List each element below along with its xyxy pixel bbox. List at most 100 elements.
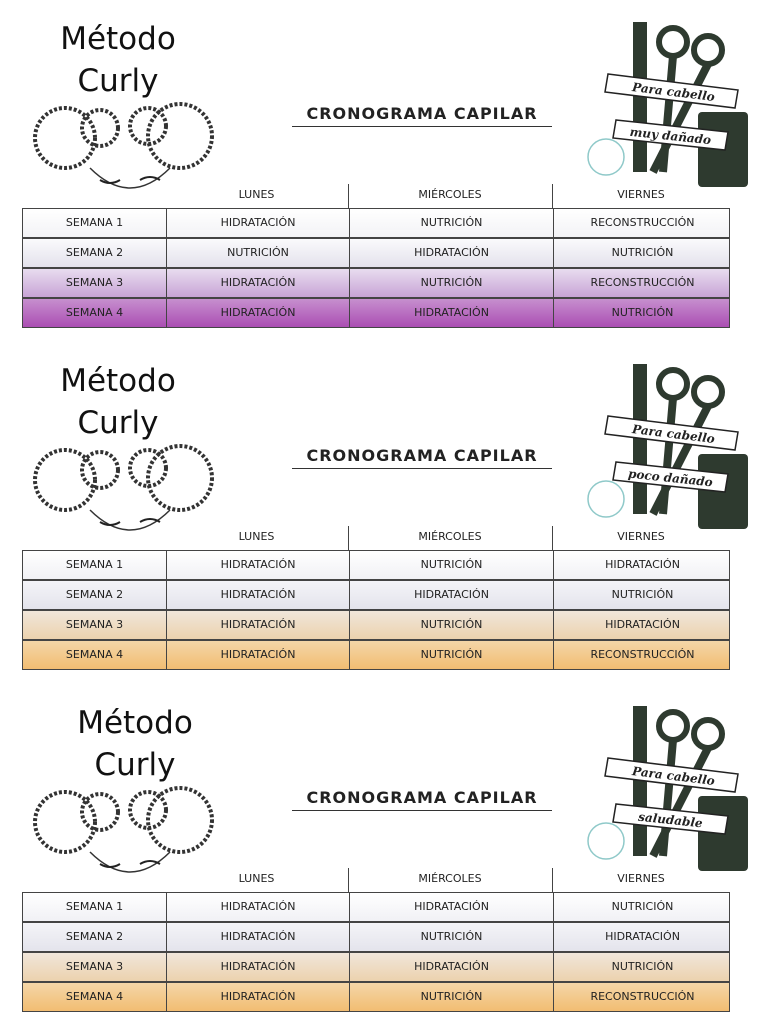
column-header: LUNES xyxy=(238,188,275,201)
table-row: SEMANA 4 HIDRATACIÓN HIDRATACIÓN NUTRICIÓN xyxy=(22,298,730,328)
table-row: SEMANA 3 HIDRATACIÓN NUTRICIÓN RECONSTRUCCI… xyxy=(22,268,730,298)
ribbon xyxy=(612,119,729,151)
table-cell: NUTRICIÓN xyxy=(349,611,553,639)
separator xyxy=(552,868,553,892)
table-cell: HIDRATACIÓN xyxy=(166,269,349,297)
separator xyxy=(348,868,349,892)
column-header: MIÉRCOLES xyxy=(418,188,482,201)
spray xyxy=(587,138,625,176)
heading: CRONOGRAMA CAPILAR xyxy=(292,788,552,811)
table-cell: HIDRATACIÓN xyxy=(166,953,349,981)
table-row: SEMANA 2 HIDRATACIÓN NUTRICIÓN HIDRATACIÓN xyxy=(22,922,730,952)
title: Método xyxy=(60,363,176,399)
heading: CRONOGRAMA CAPILAR xyxy=(292,446,552,469)
curl xyxy=(128,790,168,830)
table-cell: RECONSTRUCCIÓN xyxy=(553,641,731,669)
hair-illustration xyxy=(33,102,214,189)
table-cell: NUTRICIÓN xyxy=(349,641,553,669)
title: Método xyxy=(60,21,176,57)
scissor-ring xyxy=(656,709,690,743)
scissor-ring xyxy=(691,375,725,409)
curl xyxy=(146,444,214,512)
spray xyxy=(587,822,625,860)
table-cell: HIDRATACIÓN xyxy=(166,641,349,669)
row-label: SEMANA 3 xyxy=(65,276,124,289)
row-label: SEMANA 1 xyxy=(65,216,124,229)
table-cell: RECONSTRUCCIÓN xyxy=(553,269,731,297)
table-cell: NUTRICIÓN xyxy=(349,983,553,1011)
separator xyxy=(552,184,553,208)
eye xyxy=(99,860,161,868)
table-cell: HIDRATACIÓN xyxy=(166,299,349,327)
table-row: SEMANA 1 HIDRATACIÓN NUTRICIÓN HIDRATACIÓN xyxy=(22,550,730,580)
column-header: VIERNES xyxy=(617,188,665,201)
curl xyxy=(146,102,214,170)
table-row: SEMANA 4 HIDRATACIÓN NUTRICIÓN RECONSTRUCCI… xyxy=(22,640,730,670)
table-row: SEMANA 1 HIDRATACIÓN NUTRICIÓN RECONSTRUCCI… xyxy=(22,208,730,238)
curl xyxy=(146,786,214,854)
curl xyxy=(80,450,120,490)
column-header: MIÉRCOLES xyxy=(418,872,482,885)
row-label: SEMANA 3 xyxy=(65,960,124,973)
table-cell: HIDRATACIÓN xyxy=(553,551,731,579)
curl xyxy=(33,448,97,512)
separator xyxy=(348,184,349,208)
ribbon xyxy=(612,803,729,835)
row-label: SEMANA 1 xyxy=(65,900,124,913)
ribbon xyxy=(604,757,739,793)
face xyxy=(89,851,171,873)
title: Curly xyxy=(77,63,159,99)
table-cell: HIDRATACIÓN xyxy=(349,239,553,267)
table-cell: RECONSTRUCCIÓN xyxy=(553,983,731,1011)
table-cell: HIDRATACIÓN xyxy=(553,611,731,639)
heading: CRONOGRAMA CAPILAR xyxy=(292,104,552,127)
scissor-blades xyxy=(649,739,712,858)
title: Curly xyxy=(77,405,159,441)
scissor-ring xyxy=(691,33,725,67)
table-cell: NUTRICIÓN xyxy=(553,893,731,921)
table-cell: HIDRATACIÓN xyxy=(166,983,349,1011)
scissor-ring xyxy=(656,25,690,59)
table-cell: NUTRICIÓN xyxy=(349,923,553,951)
row-label: SEMANA 1 xyxy=(65,558,124,571)
table-cell: HIDRATACIÓN xyxy=(166,611,349,639)
table-cell: HIDRATACIÓN xyxy=(166,581,349,609)
scissor-blades xyxy=(649,55,712,174)
table-cell: NUTRICIÓN xyxy=(349,551,553,579)
table-row: SEMANA 3 HIDRATACIÓN HIDRATACIÓN NUTRICIÓN xyxy=(22,952,730,982)
table-cell: HIDRATACIÓN xyxy=(349,581,553,609)
section: Método Curly CRONOGRAMA CAPILAR Para cabell… xyxy=(0,342,768,682)
table-cell: NUTRICIÓN xyxy=(166,239,349,267)
table-cell: NUTRICIÓN xyxy=(553,581,731,609)
ribbon xyxy=(604,415,739,451)
table-cell: NUTRICIÓN xyxy=(553,239,731,267)
table-cell: HIDRATACIÓN xyxy=(349,893,553,921)
curl xyxy=(80,108,120,148)
table-cell: HIDRATACIÓN xyxy=(166,893,349,921)
hair-illustration xyxy=(33,786,214,873)
table-row: SEMANA 3 HIDRATACIÓN NUTRICIÓN HIDRATACIÓN xyxy=(22,610,730,640)
scissor-ring xyxy=(691,717,725,751)
column-header: VIERNES xyxy=(617,872,665,885)
row-label: SEMANA 3 xyxy=(65,618,124,631)
table-row: SEMANA 4 HIDRATACIÓN NUTRICIÓN RECONSTRUCCI… xyxy=(22,982,730,1012)
row-label: SEMANA 2 xyxy=(65,588,124,601)
row-label: SEMANA 4 xyxy=(65,306,124,319)
ribbon xyxy=(604,73,739,109)
eye xyxy=(99,176,161,184)
table-cell: NUTRICIÓN xyxy=(349,209,553,237)
title: Curly xyxy=(94,747,176,783)
face xyxy=(89,167,171,189)
row-label: SEMANA 2 xyxy=(65,930,124,943)
table-cell: HIDRATACIÓN xyxy=(166,209,349,237)
table-cell: RECONSTRUCCIÓN xyxy=(553,209,731,237)
table-cell: HIDRATACIÓN xyxy=(553,923,731,951)
table-row: SEMANA 2 HIDRATACIÓN HIDRATACIÓN NUTRICIÓN xyxy=(22,580,730,610)
column-header: MIÉRCOLES xyxy=(418,530,482,543)
column-header: VIERNES xyxy=(617,530,665,543)
table-cell: NUTRICIÓN xyxy=(349,269,553,297)
curl xyxy=(33,106,97,170)
